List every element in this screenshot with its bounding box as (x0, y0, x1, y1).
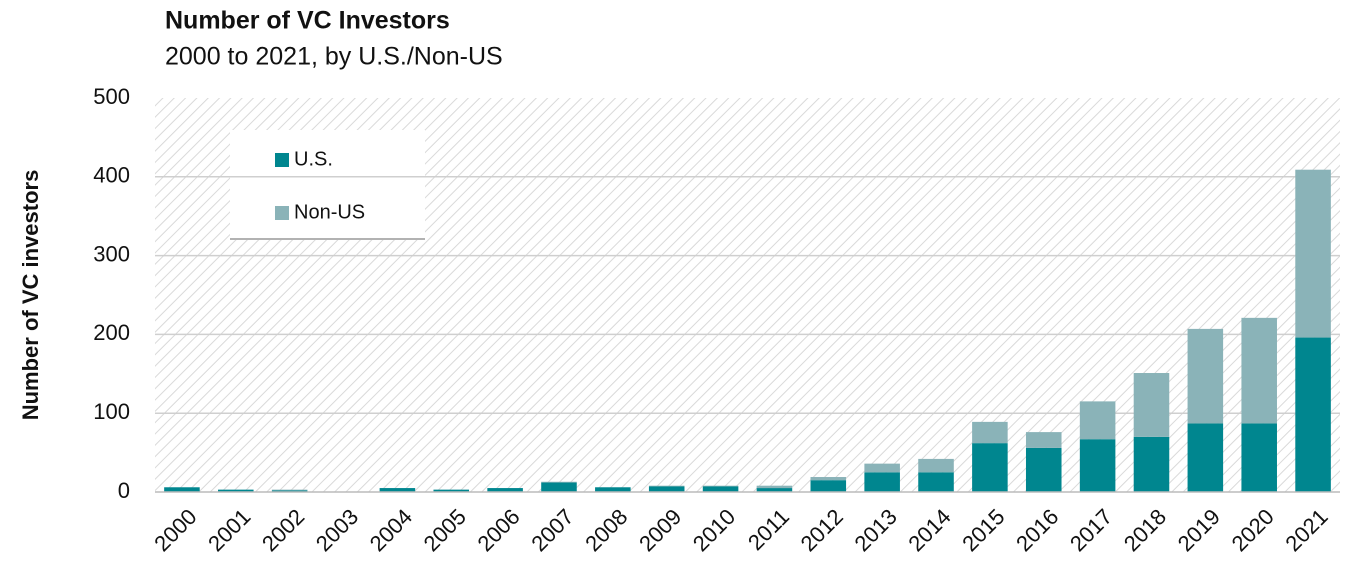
x-tick-label: 2019 (1173, 504, 1225, 556)
x-tick-label: 2021 (1280, 504, 1332, 556)
bar-segment (379, 488, 416, 492)
bar-segment (1079, 401, 1116, 440)
x-tick-label: 2014 (903, 504, 955, 556)
y-tick-label: 400 (93, 163, 130, 188)
bar-segment (541, 482, 577, 492)
x-tick-label: 2004 (365, 504, 417, 556)
chart-title: Number of VC Investors (165, 7, 450, 35)
x-tick-label: 2005 (419, 504, 471, 556)
y-axis-label: Number of VC investors (18, 170, 43, 421)
x-tick-label: 2015 (957, 504, 1009, 556)
x-tick-label: 2020 (1227, 504, 1279, 556)
bar-segment (1187, 423, 1224, 492)
legend-box (230, 130, 425, 240)
bar-segment (1025, 447, 1062, 492)
x-tick-label: 2010 (688, 504, 740, 556)
y-tick-label: 500 (93, 84, 130, 109)
bar-segment (1133, 436, 1170, 492)
bar-segment (864, 463, 900, 473)
x-tick-label: 2017 (1065, 504, 1117, 556)
x-tick-label: 2008 (580, 504, 632, 556)
bar-segment (487, 488, 523, 492)
x-tick-label: 2012 (796, 504, 848, 556)
bar-segment (595, 487, 631, 492)
bar-segment (756, 488, 793, 492)
bar-segment (1295, 169, 1331, 338)
bar-segment (1079, 439, 1116, 492)
x-tick-label: 2009 (634, 504, 686, 556)
y-tick-label: 0 (118, 478, 130, 503)
bar-segment (918, 458, 954, 473)
x-tick-label: 2001 (203, 504, 255, 556)
chart-subtitle: 2000 to 2021, by U.S./Non-US (165, 43, 503, 71)
y-tick-label: 100 (93, 399, 130, 424)
x-tick-label: 2002 (257, 504, 309, 556)
bar-segment (218, 489, 254, 492)
bar-segment (648, 485, 685, 487)
bar-segment (756, 485, 793, 489)
bar-segment (1187, 328, 1224, 424)
bar-segment (648, 486, 685, 492)
bar-segment (810, 477, 847, 481)
legend-swatch (275, 153, 289, 167)
legend-swatch (275, 206, 289, 220)
y-tick-label: 300 (93, 241, 130, 266)
x-tick-label: 2016 (1011, 504, 1063, 556)
bar-segment (972, 421, 1008, 444)
bar-segment (271, 489, 308, 491)
legend-label: U.S. (294, 148, 333, 170)
y-tick-label: 200 (93, 320, 130, 345)
bar-segment (972, 443, 1008, 492)
bar-segment (918, 472, 954, 492)
bar-segment (1241, 317, 1277, 424)
x-tick-label: 2011 (743, 504, 794, 555)
x-tick-label: 2018 (1119, 504, 1171, 556)
bar-segment (702, 486, 739, 492)
bar-segment (541, 481, 577, 483)
x-tick-label: 2013 (850, 504, 902, 556)
bar-segment (864, 472, 900, 492)
x-tick-label: 2003 (311, 504, 363, 556)
bar-segment (702, 485, 739, 487)
bar-segment (1025, 432, 1062, 448)
bar-segment (164, 487, 200, 492)
bar-segment (810, 480, 847, 492)
bar-segment (271, 490, 308, 492)
bar-segment (1241, 423, 1277, 492)
x-tick-label: 2006 (472, 504, 524, 556)
x-tick-label: 2007 (526, 504, 578, 556)
bar-segment (1133, 373, 1170, 437)
bar-segment (1295, 337, 1331, 492)
bar-segment (433, 489, 470, 492)
legend-label: Non-US (294, 201, 365, 223)
x-tick-label: 2000 (149, 504, 201, 556)
